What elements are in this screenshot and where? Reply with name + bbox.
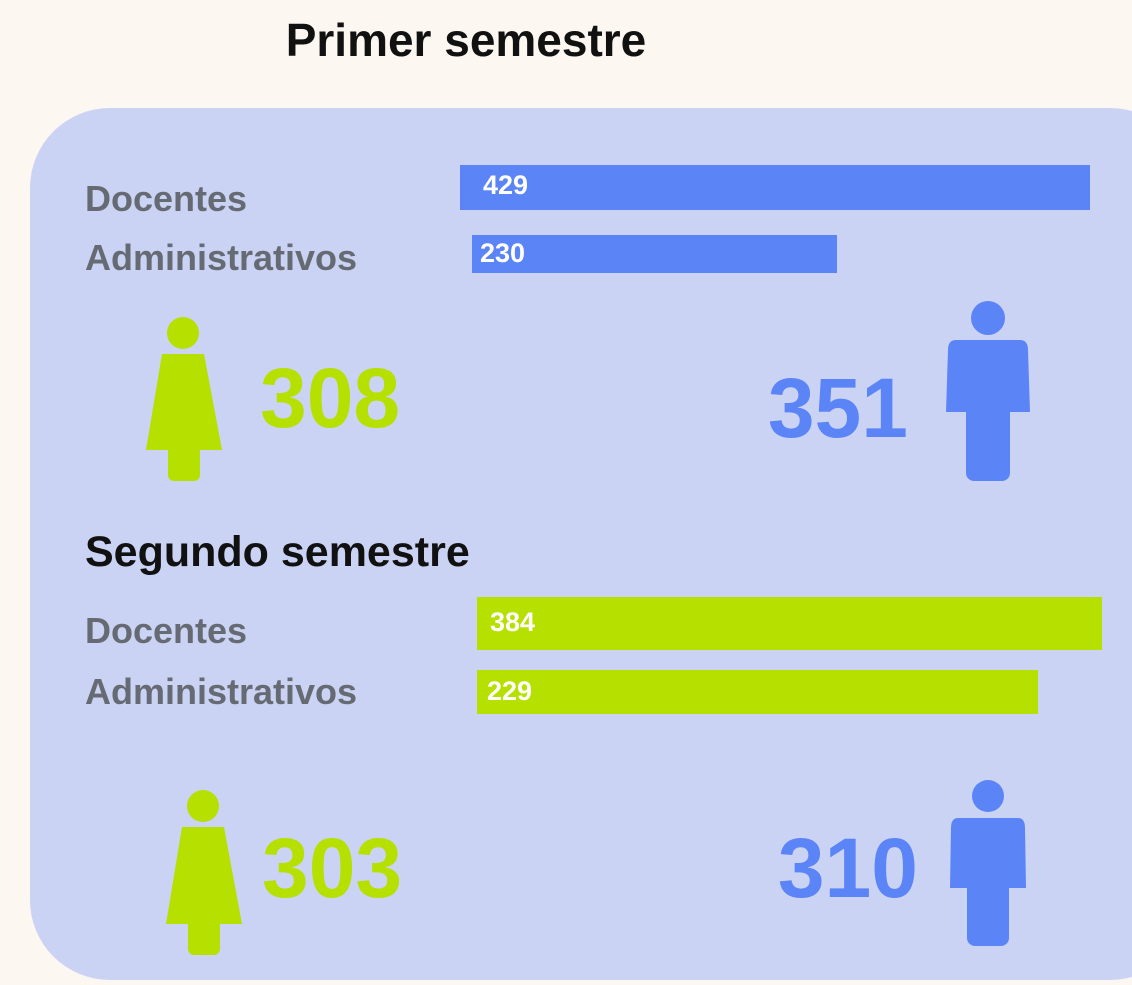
bar-value: 384 <box>490 607 535 637</box>
woman-icon <box>146 317 222 481</box>
row-label: Administrativos <box>85 237 357 278</box>
section-title: Primer semestre <box>286 14 647 66</box>
bar <box>477 670 1038 714</box>
bar-value: 229 <box>487 676 532 706</box>
bar-value: 230 <box>480 238 525 268</box>
panel <box>30 108 1132 980</box>
men-count: 310 <box>778 821 918 915</box>
man-icon <box>950 780 1026 946</box>
bar <box>477 597 1102 650</box>
row-label: Docentes <box>85 178 247 219</box>
women-count: 308 <box>260 351 400 445</box>
bar <box>460 165 1090 210</box>
row-label: Administrativos <box>85 671 357 712</box>
man-icon <box>946 301 1030 481</box>
row-label: Docentes <box>85 610 247 651</box>
women-count: 303 <box>262 821 402 915</box>
men-count: 351 <box>768 361 908 455</box>
woman-icon <box>166 790 242 955</box>
bar-value: 429 <box>483 170 528 200</box>
section-title: Segundo semestre <box>85 528 470 576</box>
bar <box>472 235 837 273</box>
